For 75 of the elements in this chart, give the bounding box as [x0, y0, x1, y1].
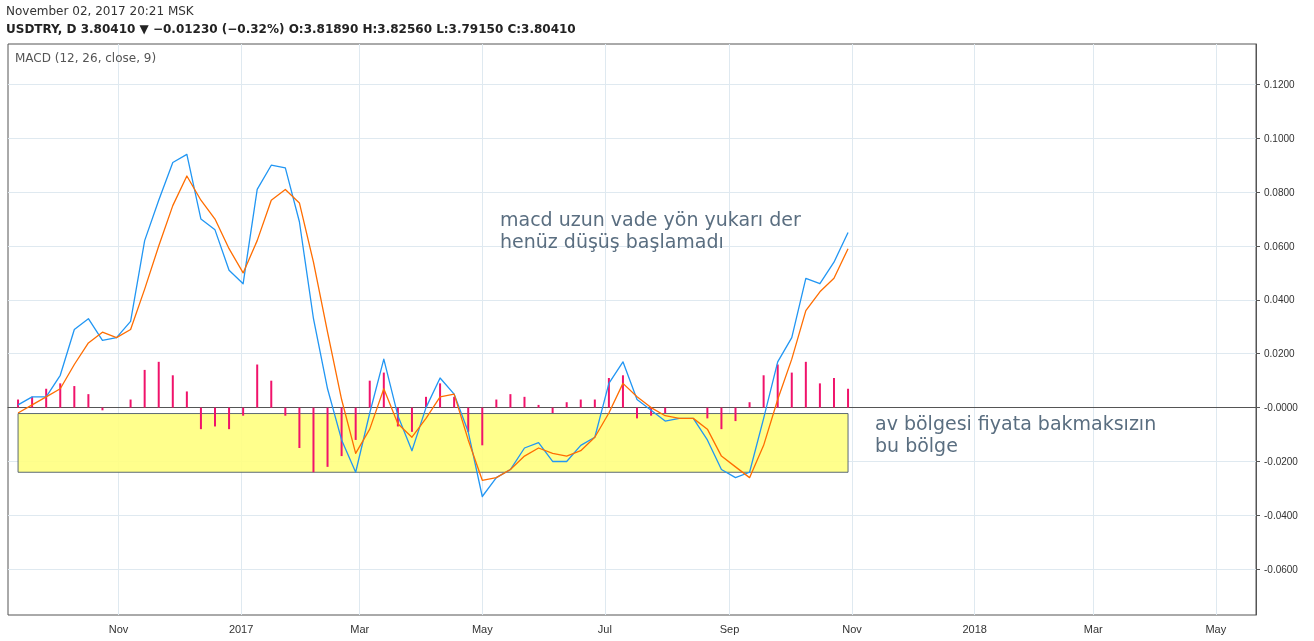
x-tick-label: Mar: [350, 622, 370, 635]
bar: [495, 399, 498, 408]
x-tick-label: Sep: [719, 622, 740, 635]
bar: [340, 407, 343, 457]
bar: [734, 407, 737, 422]
y-tick-label: -0.0200: [1264, 455, 1299, 467]
y-tick-label: -0.0400: [1264, 509, 1299, 521]
chart-title: USDTRY, D 3.80410 ▼ −0.01230 (−0.32%) O:3.81890 H:3.82560 L:3.79150 C:3.80410: [6, 21, 577, 38]
annotation: av bölgesi fiyata bakmaksızın bu bölge: [875, 412, 1157, 456]
bar: [720, 407, 723, 430]
bar: [467, 407, 470, 432]
bar: [59, 383, 62, 408]
bar: [804, 361, 807, 408]
bar: [832, 377, 835, 408]
bar: [312, 407, 315, 473]
y-tick-label: -0.0600: [1264, 563, 1299, 575]
chart-subtitle: November 02, 2017 20:21 MSK: [6, 3, 195, 20]
y-tick-label: 0.0400: [1264, 294, 1296, 306]
x-tick-label: Nov: [842, 622, 863, 635]
bar: [818, 383, 821, 408]
bar: [73, 386, 76, 408]
y-tick-label: -0.0000: [1264, 402, 1299, 414]
bar: [129, 399, 132, 408]
bar: [171, 375, 174, 408]
x-tick-label: May: [471, 622, 494, 635]
bar: [762, 375, 765, 408]
x-tick-label: Jul: [597, 622, 612, 635]
bar: [326, 407, 329, 467]
bar: [551, 407, 554, 413]
bar: [228, 407, 231, 430]
bar: [537, 404, 540, 408]
bar: [706, 407, 709, 419]
bar: [790, 372, 793, 408]
bar: [748, 402, 751, 408]
bar: [199, 407, 202, 430]
y-tick-label: 0.0200: [1264, 348, 1296, 360]
bar: [87, 394, 90, 408]
bar: [565, 402, 568, 408]
bar: [17, 399, 20, 408]
bar: [143, 369, 146, 408]
bar: [382, 372, 385, 408]
bar: [284, 407, 287, 416]
bar: [621, 375, 624, 408]
bar: [270, 380, 273, 408]
y-tick-label: 0.0600: [1264, 240, 1296, 252]
x-tick-label: 2017: [228, 622, 254, 635]
annotation: MACD (12, 26, close, 9): [15, 50, 157, 65]
bar: [256, 364, 259, 408]
bar: [593, 399, 596, 408]
bar: [664, 407, 667, 413]
bar: [368, 380, 371, 408]
bar: [157, 361, 160, 408]
bar: [354, 407, 357, 440]
bar: [214, 407, 216, 427]
bar: [410, 407, 413, 432]
bar: [298, 407, 301, 449]
bar: [242, 407, 245, 416]
bar: [776, 364, 779, 408]
bar: [847, 388, 850, 408]
bar: [453, 396, 456, 408]
y-tick-label: 0.1000: [1264, 132, 1296, 144]
y-tick-label: 0.1200: [1264, 78, 1296, 90]
x-tick-label: Mar: [1083, 622, 1104, 635]
bar: [481, 407, 484, 446]
bar: [509, 394, 512, 408]
bar: [636, 407, 639, 419]
x-tick-label: May: [1205, 622, 1227, 635]
annotation: macd uzun vade yön yukarı der henüz düşüş başlamadı: [500, 208, 801, 252]
bar: [579, 399, 582, 408]
bar: [185, 391, 188, 408]
y-tick-label: 0.0800: [1264, 186, 1296, 198]
x-tick-label: 2018: [962, 622, 987, 635]
x-tick-label: Nov: [108, 622, 129, 635]
bar: [439, 383, 442, 408]
bar: [523, 396, 526, 408]
